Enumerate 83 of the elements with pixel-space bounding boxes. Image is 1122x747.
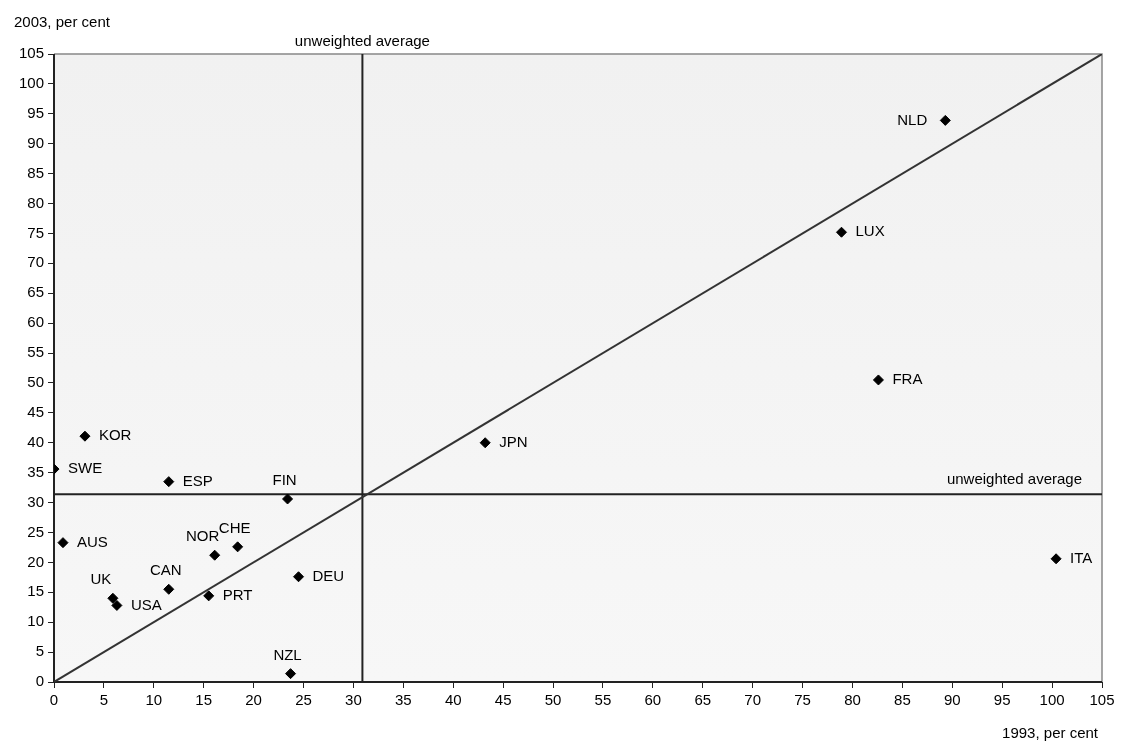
- y-tick-label: 105: [18, 44, 44, 62]
- x-tick-label: 55: [594, 691, 612, 709]
- point: [872, 374, 884, 386]
- y-tick-label: 45: [27, 403, 44, 420]
- x-tick-label: 15: [195, 691, 213, 709]
- data-label: DEU: [312, 566, 345, 584]
- y-tick-label: 0: [35, 672, 44, 690]
- x-tick-label: 85: [894, 691, 911, 709]
- point: [209, 549, 221, 561]
- x-tick-label: 30: [345, 691, 362, 709]
- y-tick-label: 90: [27, 133, 44, 151]
- ref-line-label: unweighted average: [946, 470, 1082, 488]
- y-tick-label: 35: [27, 462, 44, 480]
- point: [293, 571, 305, 583]
- y-tick-label: 70: [27, 253, 44, 271]
- x-tick-label: 70: [744, 691, 762, 709]
- x-tick-label: 40: [444, 691, 462, 709]
- data-label: CHE: [218, 518, 251, 536]
- data-label: SWE: [68, 459, 103, 477]
- x-tick-label: 100: [1039, 691, 1065, 709]
- y-tick-label: 50: [27, 373, 44, 391]
- data-label: KOR: [98, 426, 132, 444]
- point: [285, 668, 297, 680]
- y-tick-label: 15: [27, 582, 44, 600]
- point: [107, 592, 119, 604]
- data-label: NLD: [897, 110, 928, 128]
- y-tick-label: 100: [18, 74, 44, 92]
- y-tick-label: 60: [27, 313, 44, 331]
- data-label: UK: [90, 570, 112, 588]
- point: [282, 493, 294, 505]
- y-tick-label: 30: [27, 492, 44, 510]
- point: [836, 226, 847, 238]
- point: [939, 114, 951, 126]
- data-label: PRT: [222, 586, 253, 604]
- x-tick-label: 45: [494, 691, 512, 709]
- ref-line-label: unweighted average: [294, 32, 430, 49]
- data-label: FIN: [272, 470, 297, 488]
- x-tick-label: 60: [644, 691, 662, 709]
- point: [79, 430, 91, 442]
- data-label: LUX: [855, 222, 885, 240]
- data-label: JPN: [499, 432, 528, 450]
- x-tick-label: 0: [49, 691, 59, 709]
- y-axis-title: 2003, per cent: [14, 13, 111, 30]
- y-tick-label: 95: [27, 103, 44, 121]
- data-label: ESP: [182, 471, 213, 489]
- x-tick-label: 65: [694, 691, 712, 709]
- data-label: AUS: [76, 532, 108, 550]
- data-label: NOR: [186, 527, 220, 545]
- x-axis-title: 1993, per cent: [1002, 724, 1099, 741]
- point: [203, 590, 215, 602]
- point: [111, 599, 123, 611]
- y-tick-label: 25: [27, 522, 44, 540]
- x-tick-label: 95: [993, 691, 1011, 709]
- point: [163, 476, 175, 488]
- point: [479, 437, 491, 449]
- x-tick-label: 105: [1089, 691, 1115, 709]
- y-tick-label: 75: [27, 223, 44, 241]
- y-tick-label: 20: [27, 552, 44, 570]
- x-tick-label: 80: [844, 691, 861, 709]
- point: [163, 583, 175, 595]
- data-label: FRA: [892, 370, 923, 388]
- x-tick-label: 35: [394, 691, 412, 709]
- x-tick-label: 10: [145, 691, 163, 709]
- y-tick-label: 10: [27, 612, 44, 630]
- data-label: CAN: [149, 561, 182, 579]
- y-tick-label: 65: [27, 283, 44, 301]
- x-tick-label: 50: [544, 691, 562, 709]
- data-label: ITA: [1070, 548, 1093, 566]
- point: [1050, 553, 1062, 565]
- x-tick-label: 20: [245, 691, 262, 709]
- y-tick-label: 40: [27, 432, 44, 450]
- x-tick-label: 90: [943, 691, 961, 709]
- point: [232, 541, 244, 553]
- data-label: USA: [130, 595, 162, 613]
- x-tick-label: 75: [794, 691, 811, 709]
- point: [57, 537, 69, 549]
- x-tick-label: 5: [99, 691, 109, 709]
- y-tick-label: 5: [35, 642, 44, 660]
- y-tick-label: 85: [27, 163, 44, 181]
- data-label: NZL: [273, 645, 302, 663]
- y-tick-label: 80: [27, 193, 44, 211]
- x-tick-label: 25: [295, 691, 312, 709]
- y-tick-label: 55: [27, 343, 44, 361]
